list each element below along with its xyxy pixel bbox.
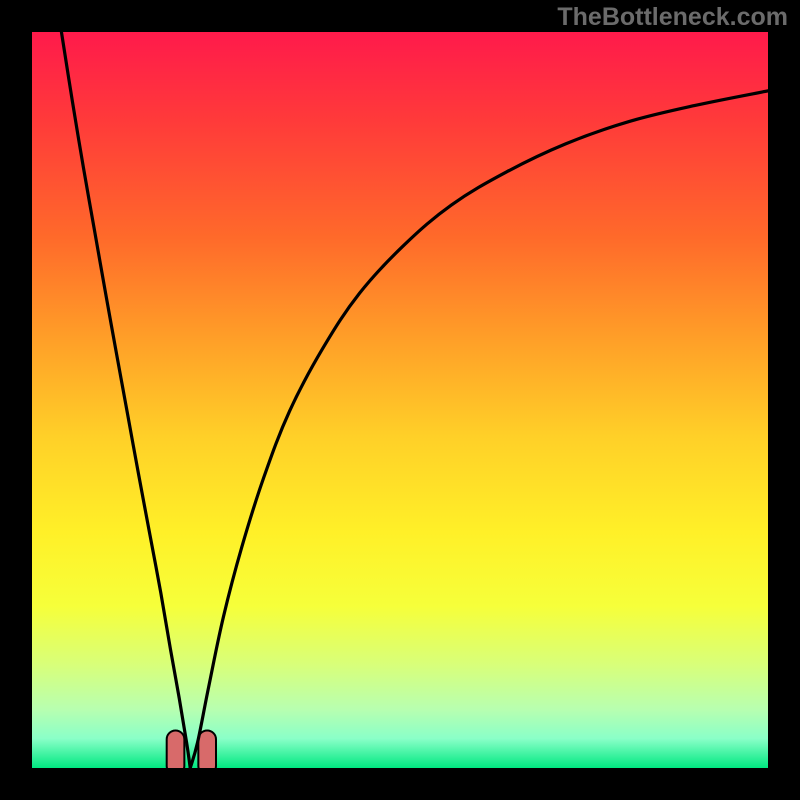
bottom-marker-1 [198, 730, 216, 768]
curve-svg [32, 32, 768, 768]
plot-area [32, 32, 768, 768]
watermark-text: TheBottleneck.com [557, 3, 788, 32]
curve-left-segment [61, 32, 190, 768]
chart-frame: TheBottleneck.com [0, 0, 800, 800]
curve-right-segment [190, 91, 768, 768]
bottom-marker-0 [167, 730, 185, 768]
